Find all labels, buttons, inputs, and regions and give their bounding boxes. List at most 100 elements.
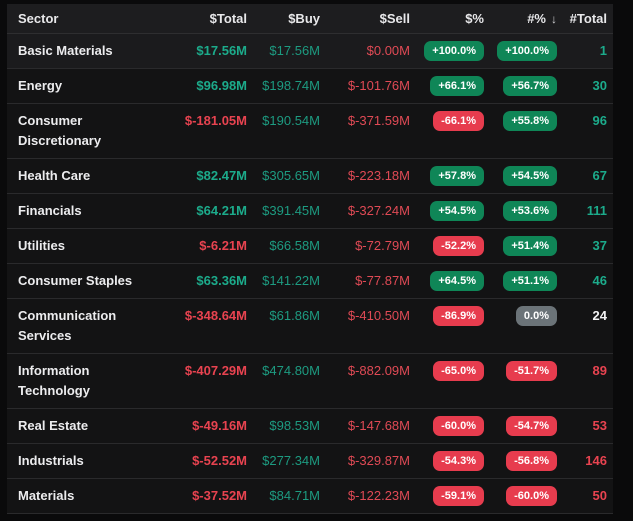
sector-name: Real Estate <box>18 418 89 433</box>
dollar-buy-value: $61.86M <box>269 308 320 323</box>
dollar-total-value: $-49.16M <box>192 418 247 433</box>
column-header-count-pct[interactable]: #% ↓ <box>484 11 557 26</box>
count-pct-cell: +51.1% <box>484 271 557 291</box>
count-pct-cell: +54.5% <box>484 166 557 186</box>
dollar-sell-value: $-223.18M <box>347 168 410 183</box>
table-body: Basic Materials $17.56M $17.56M $0.00M +… <box>7 34 613 514</box>
dollar-buy-value: $474.80M <box>262 363 320 378</box>
table-row[interactable]: Consumer Staples $63.36M $141.22M $-77.8… <box>7 264 613 299</box>
dollar-total-value: $-348.64M <box>184 308 247 323</box>
dollar-total-value: $-181.05M <box>184 113 247 128</box>
table-row[interactable]: Health Care $82.47M $305.65M $-223.18M +… <box>7 159 613 194</box>
count-pct-cell: +55.8% <box>484 111 557 131</box>
count-total-value: 111 <box>586 203 607 218</box>
count-pct-badge: +54.5% <box>503 166 557 186</box>
column-header-sector[interactable]: Sector <box>18 11 59 26</box>
dollar-buy-value: $98.53M <box>269 418 320 433</box>
table-row[interactable]: Financials $64.21M $391.45M $-327.24M +5… <box>7 194 613 229</box>
count-pct-badge: -51.7% <box>506 361 557 381</box>
dollar-pct-cell: -54.3% <box>410 451 484 471</box>
column-header-dollar-total[interactable]: $Total <box>209 11 247 26</box>
count-pct-badge: 0.0% <box>515 306 557 326</box>
sector-name: Energy <box>18 78 63 93</box>
dollar-pct-badge: -60.0% <box>433 416 484 436</box>
sector-name: Industrials <box>18 453 84 468</box>
table-row[interactable]: Industrials $-52.52M $277.34M $-329.87M … <box>7 444 613 479</box>
count-total-value: 30 <box>592 78 607 93</box>
dollar-sell-value: $-122.23M <box>347 488 410 503</box>
count-pct-cell: -56.8% <box>484 451 557 471</box>
sector-name: Consumer Discretionary <box>18 113 102 148</box>
table-row[interactable]: Information Technology $-407.29M $474.80… <box>7 354 613 409</box>
count-pct-label: #% <box>527 11 546 26</box>
dollar-sell-value: $-101.76M <box>347 78 410 93</box>
dollar-total-value: $-52.52M <box>192 453 247 468</box>
sector-name: Information Technology <box>18 363 90 398</box>
dollar-pct-cell: +66.1% <box>410 76 484 96</box>
dollar-pct-cell: -59.1% <box>410 486 484 506</box>
dollar-total-value: $-37.52M <box>192 488 247 503</box>
dollar-pct-badge: -66.1% <box>433 111 484 131</box>
column-header-dollar-pct[interactable]: $% <box>465 11 484 26</box>
dollar-pct-cell: -60.0% <box>410 416 484 436</box>
table-row[interactable]: Energy $96.98M $198.74M $-101.76M +66.1%… <box>7 69 613 104</box>
dollar-pct-cell: -86.9% <box>410 306 484 326</box>
dollar-total-value: $96.98M <box>196 78 247 93</box>
sector-name: Consumer Staples <box>18 273 133 288</box>
dollar-buy-value: $190.54M <box>262 113 320 128</box>
table-row[interactable]: Consumer Discretionary $-181.05M $190.54… <box>7 104 613 159</box>
count-pct-badge: -54.7% <box>506 416 557 436</box>
count-total-value: 89 <box>592 363 607 378</box>
dollar-pct-cell: -65.0% <box>410 361 484 381</box>
table-row[interactable]: Real Estate $-49.16M $98.53M $-147.68M -… <box>7 409 613 444</box>
dollar-pct-badge: +64.5% <box>430 271 484 291</box>
count-pct-cell: +51.4% <box>484 236 557 256</box>
dollar-pct-badge: +66.1% <box>430 76 484 96</box>
dollar-pct-badge: +57.8% <box>430 166 484 186</box>
dollar-sell-value: $-371.59M <box>347 113 410 128</box>
dollar-buy-value: $84.71M <box>269 488 320 503</box>
dollar-total-value: $17.56M <box>196 43 247 58</box>
column-header-dollar-sell[interactable]: $Sell <box>379 11 410 26</box>
count-total-value: 50 <box>592 488 607 503</box>
column-header-count-total[interactable]: #Total <box>569 11 607 26</box>
dollar-total-value: $63.36M <box>196 273 247 288</box>
table-header-row: Sector $Total $Buy $Sell $% #% ↓ #Total <box>7 4 613 34</box>
count-total-value: 37 <box>592 238 607 253</box>
dollar-pct-cell: +57.8% <box>410 166 484 186</box>
column-header-dollar-buy[interactable]: $Buy <box>288 11 320 26</box>
table-row[interactable]: Materials $-37.52M $84.71M $-122.23M -59… <box>7 479 613 514</box>
count-pct-cell: -54.7% <box>484 416 557 436</box>
sector-name: Utilities <box>18 238 65 253</box>
count-pct-badge: +56.7% <box>503 76 557 96</box>
dollar-sell-value: $0.00M <box>366 43 410 58</box>
count-pct-badge: +51.1% <box>503 271 557 291</box>
count-pct-cell: +100.0% <box>484 41 557 61</box>
count-total-value: 46 <box>592 273 607 288</box>
table-row[interactable]: Utilities $-6.21M $66.58M $-72.79M -52.2… <box>7 229 613 264</box>
count-pct-badge: -60.0% <box>506 486 557 506</box>
sector-name: Communication Services <box>18 308 117 343</box>
dollar-pct-cell: +100.0% <box>410 41 484 61</box>
dollar-buy-value: $141.22M <box>262 273 320 288</box>
count-total-value: 96 <box>592 113 607 128</box>
dollar-sell-value: $-327.24M <box>347 203 410 218</box>
count-total-value: 24 <box>592 308 607 323</box>
dollar-total-value: $-6.21M <box>199 238 247 253</box>
dollar-pct-badge: +100.0% <box>424 41 484 61</box>
count-pct-badge: -56.8% <box>506 451 557 471</box>
dollar-total-value: $-407.29M <box>184 363 247 378</box>
count-total-value: 1 <box>599 43 607 58</box>
sector-name: Health Care <box>18 168 91 183</box>
table-row[interactable]: Communication Services $-348.64M $61.86M… <box>7 299 613 354</box>
count-pct-badge: +53.6% <box>503 201 557 221</box>
dollar-buy-value: $66.58M <box>269 238 320 253</box>
dollar-buy-value: $198.74M <box>262 78 320 93</box>
table-row[interactable]: Basic Materials $17.56M $17.56M $0.00M +… <box>7 34 613 69</box>
dollar-total-value: $82.47M <box>196 168 247 183</box>
dollar-sell-value: $-882.09M <box>347 363 410 378</box>
count-pct-badge: +55.8% <box>503 111 557 131</box>
dollar-pct-badge: -86.9% <box>433 306 484 326</box>
dollar-sell-value: $-147.68M <box>347 418 410 433</box>
